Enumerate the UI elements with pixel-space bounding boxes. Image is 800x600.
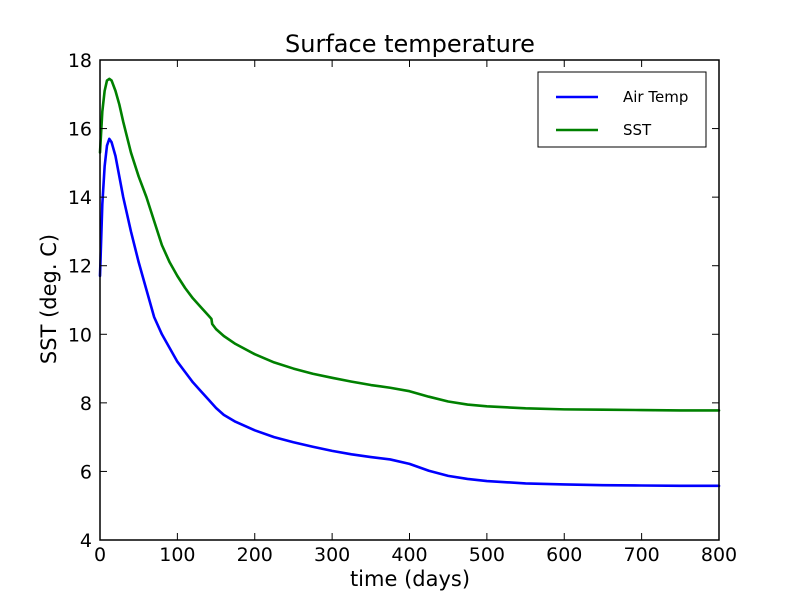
y-tick-label: 16 <box>68 119 92 141</box>
y-tick-label: 4 <box>80 530 92 552</box>
y-tick-label: 12 <box>68 256 92 278</box>
y-tick-label: 18 <box>68 50 92 72</box>
y-tick-label: 14 <box>68 187 92 209</box>
x-tick-label: 800 <box>701 544 737 566</box>
x-tick-label: 500 <box>469 544 505 566</box>
y-axis-label: SST (deg. C) <box>37 234 61 364</box>
y-tick-label: 8 <box>80 393 92 415</box>
series-line-1 <box>98 77 721 412</box>
x-tick-label: 600 <box>546 544 582 566</box>
series-layer <box>98 77 721 488</box>
x-tick-label: 0 <box>94 544 106 566</box>
plot-frame <box>99 59 720 541</box>
x-tick-label: 400 <box>391 544 427 566</box>
legend: Air Temp SST <box>537 71 707 148</box>
legend-label-0: Air Temp <box>623 88 688 106</box>
y-tick-label: 10 <box>68 324 92 346</box>
legend-label-1: SST <box>623 121 652 139</box>
x-tick-label: 700 <box>623 544 659 566</box>
x-axis-label: time (days) <box>350 567 470 591</box>
x-tick-label: 100 <box>159 544 195 566</box>
y-tick-label: 6 <box>80 461 92 483</box>
x-tick-label: 200 <box>237 544 273 566</box>
legend-box <box>537 71 707 148</box>
x-tick-label: 300 <box>314 544 350 566</box>
chart-title: Surface temperature <box>285 30 535 58</box>
ticks-layer: 0 100 200 300 400 500 600 700 800 4 6 8 10 12 14 16 18 <box>68 50 737 566</box>
series-line-0 <box>98 137 721 488</box>
